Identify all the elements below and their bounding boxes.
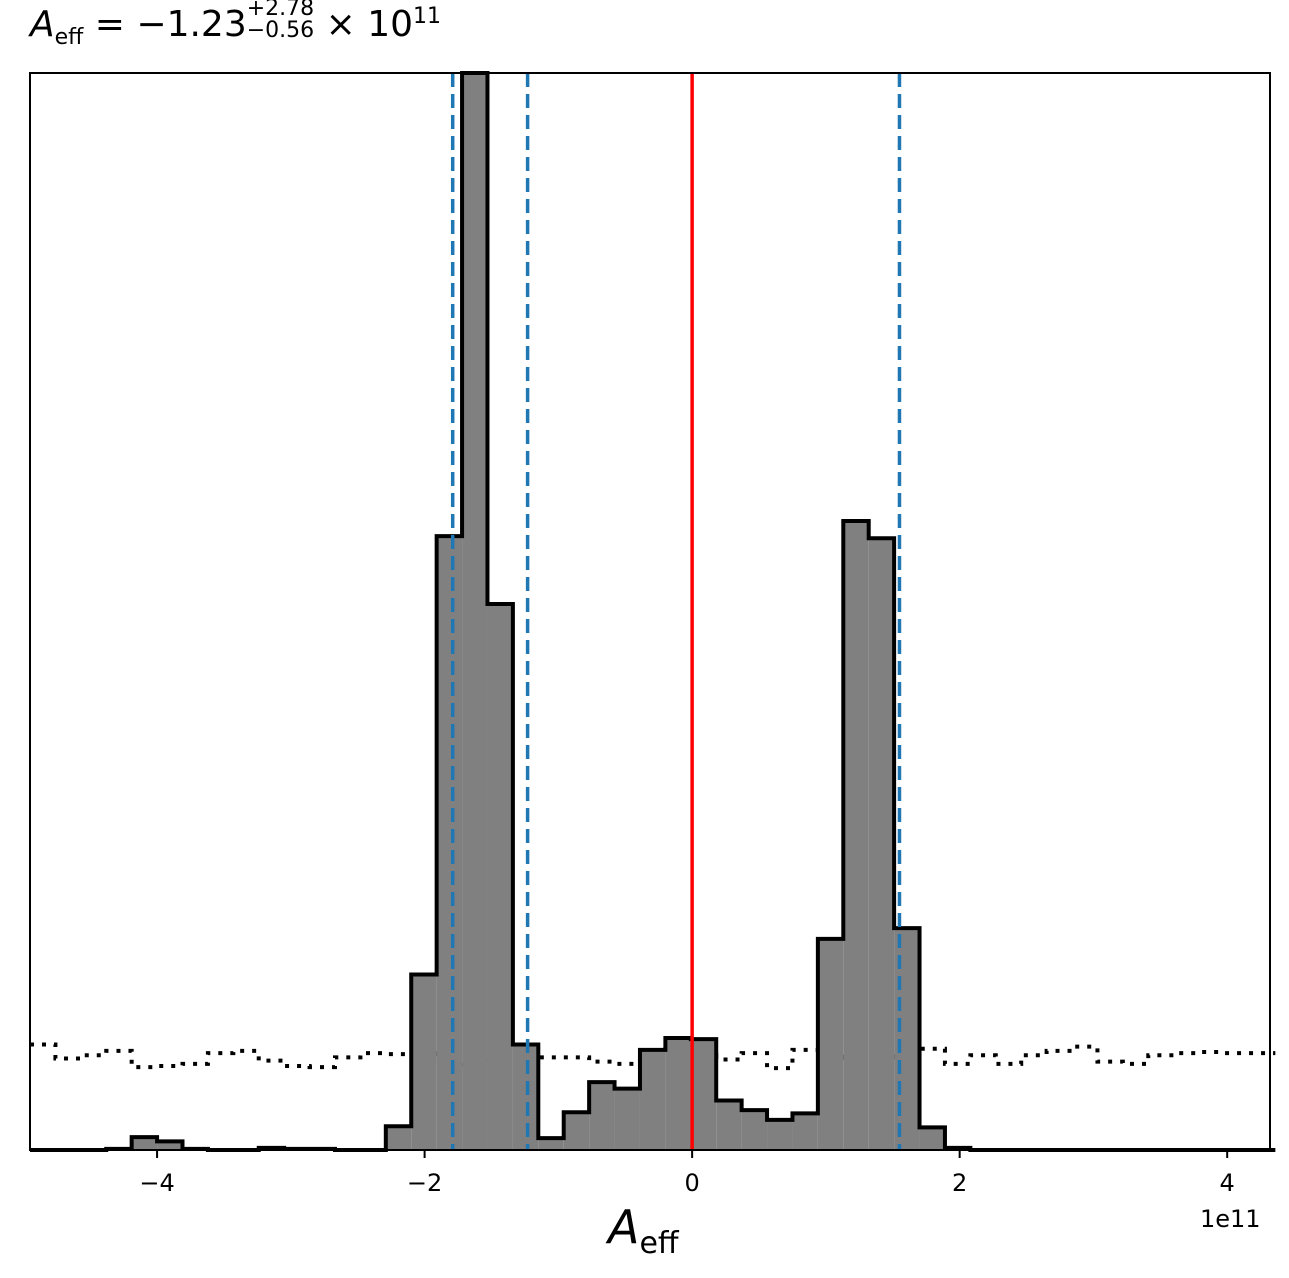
title-plus: +2.78	[246, 0, 315, 21]
title-subscript: eff	[54, 25, 84, 51]
title-symbol: A	[30, 4, 55, 45]
histogram-bar	[512, 1044, 539, 1150]
histogram-bar	[157, 1141, 183, 1150]
histogram-bar	[690, 1039, 717, 1150]
title-uncertainty: +2.78 −0.56	[247, 0, 314, 42]
histogram-bar	[741, 1110, 768, 1150]
histogram-bar	[792, 1113, 818, 1150]
title-minus: −0.56	[246, 18, 315, 43]
histogram-bar	[563, 1112, 590, 1150]
x-offset-text: 1e11	[1200, 1205, 1261, 1233]
histogram-layer	[30, 71, 1276, 1152]
title-exponent: × 10	[325, 4, 414, 45]
vline-layer	[450, 73, 902, 1150]
histogram-outline	[30, 71, 1276, 1152]
histogram-bar	[639, 1049, 666, 1150]
title-exponent-power: 11	[413, 4, 442, 29]
xlabel-symbol: A	[608, 1200, 640, 1254]
histogram-bar	[487, 603, 513, 1150]
histogram-bar	[767, 1119, 793, 1150]
histogram-bar	[538, 1138, 564, 1150]
histogram-bar	[817, 938, 844, 1150]
histogram-bar	[462, 73, 488, 1150]
histogram-bar	[589, 1082, 615, 1150]
histogram-bar	[411, 974, 437, 1150]
x-tick-label: 2	[952, 1169, 967, 1197]
x-axis-ticks: −4 −2 0 2 4	[139, 1150, 1235, 1197]
chart-title: Aeff = −1.23 +2.78 −0.56 × 1011	[30, 0, 442, 51]
histogram-bar	[868, 538, 895, 1150]
histogram-bar	[843, 521, 869, 1150]
title-value: = −1.23	[94, 4, 247, 45]
x-axis-label: Aeff	[608, 1200, 679, 1261]
plot-frame	[29, 72, 1271, 1151]
xlabel-subscript: eff	[639, 1226, 679, 1262]
histogram-bar	[614, 1088, 640, 1150]
histogram-bar	[131, 1137, 158, 1150]
histogram-bar	[436, 536, 463, 1150]
x-tick-label: −4	[139, 1169, 174, 1197]
x-tick-label: 4	[1220, 1169, 1235, 1197]
histogram-bar	[919, 1127, 945, 1150]
x-tick-label: 0	[684, 1169, 699, 1197]
x-tick-label: −2	[407, 1169, 442, 1197]
histogram-bar	[385, 1126, 412, 1150]
histogram-bar	[665, 1037, 691, 1150]
histogram-bar	[716, 1100, 742, 1150]
